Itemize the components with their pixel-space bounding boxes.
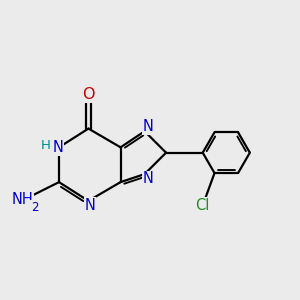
Text: NH: NH <box>11 192 33 207</box>
Text: N: N <box>52 140 63 155</box>
Text: 2: 2 <box>31 200 38 214</box>
Text: N: N <box>142 119 153 134</box>
Text: N: N <box>84 198 95 213</box>
Text: H: H <box>41 139 51 152</box>
Text: N: N <box>142 171 153 186</box>
Text: O: O <box>82 87 95 102</box>
Text: Cl: Cl <box>195 198 209 213</box>
